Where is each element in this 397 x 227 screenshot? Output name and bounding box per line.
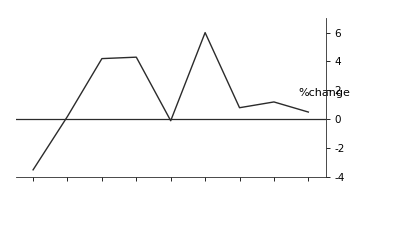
- Y-axis label: %change: %change: [299, 88, 351, 98]
